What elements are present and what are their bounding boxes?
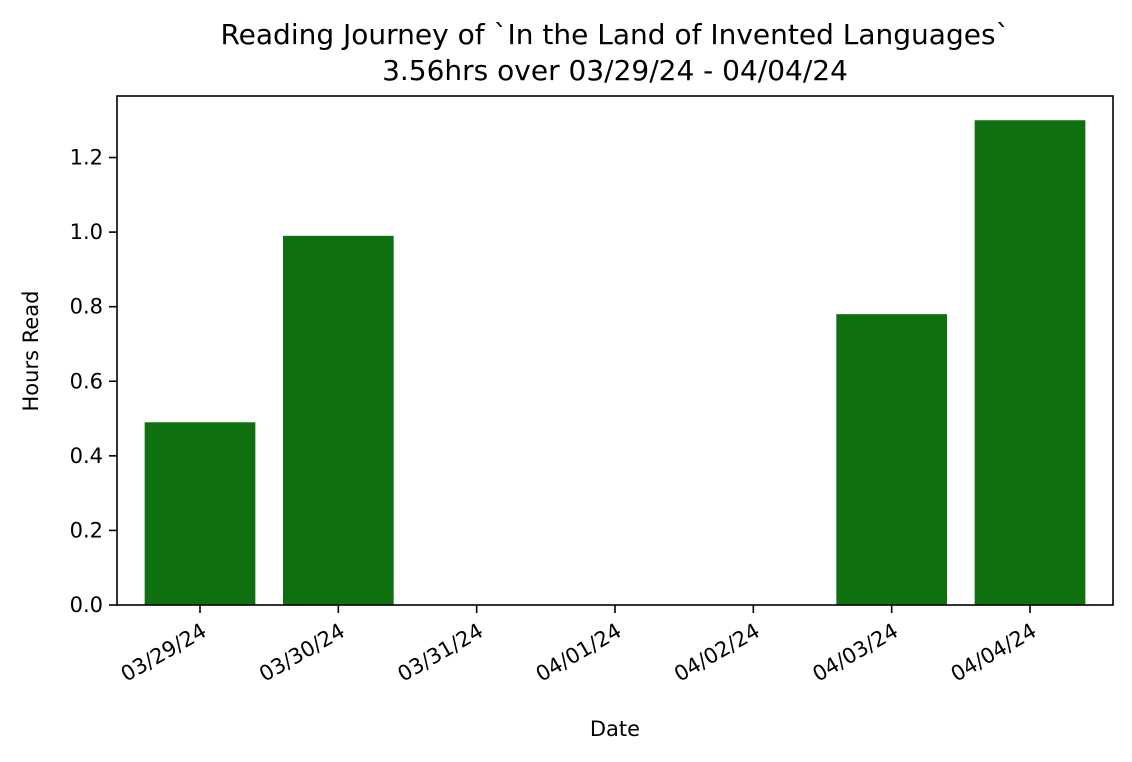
y-tick-label: 0.8 bbox=[70, 295, 103, 319]
y-tick-label: 0.4 bbox=[70, 444, 103, 468]
x-axis: 03/29/24 03/30/24 03/31/24 04/01/24 04/02/24… bbox=[117, 605, 1041, 686]
x-tick-label: 04/03/24 bbox=[808, 619, 902, 687]
x-axis-label: Date bbox=[590, 717, 640, 741]
x-tick-label: 03/30/24 bbox=[255, 619, 349, 687]
bar-03-30-24 bbox=[283, 235, 394, 605]
x-tick-label: 04/02/24 bbox=[670, 619, 764, 687]
y-axis-label: Hours Read bbox=[19, 291, 43, 412]
bar-03-29-24 bbox=[144, 422, 256, 605]
plot-frame bbox=[116, 95, 1114, 606]
y-tick-label: 0.2 bbox=[70, 518, 103, 542]
x-tick-label: 04/04/24 bbox=[947, 619, 1041, 687]
x-tick-label: 03/29/24 bbox=[117, 619, 211, 687]
y-tick-label: 1.2 bbox=[70, 146, 103, 170]
x-tick-label: 03/31/24 bbox=[393, 619, 487, 687]
chart-subtitle: 3.56hrs over 03/29/24 - 04/04/24 bbox=[382, 54, 848, 87]
chart-title: Reading Journey of `In the Land of Inven… bbox=[220, 18, 1009, 51]
y-tick-label: 1.0 bbox=[70, 220, 103, 244]
bars-group bbox=[144, 120, 1086, 606]
bar-04-04-24 bbox=[974, 120, 1086, 606]
bar-04-03-24 bbox=[836, 314, 947, 605]
y-axis: 0.0 0.2 0.4 0.6 0.8 1.0 1.2 bbox=[70, 146, 117, 617]
x-tick-label: 04/01/24 bbox=[532, 619, 626, 687]
y-tick-label: 0.0 bbox=[70, 593, 103, 617]
y-tick-label: 0.6 bbox=[70, 369, 103, 393]
